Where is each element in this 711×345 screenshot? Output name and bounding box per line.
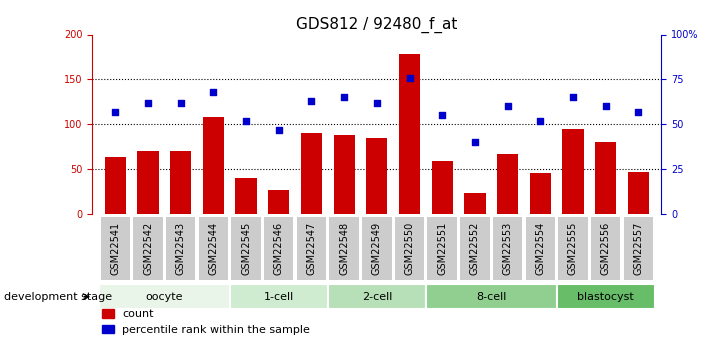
Text: GSM22557: GSM22557 <box>634 222 643 275</box>
Text: GSM22548: GSM22548 <box>339 222 349 275</box>
Point <box>437 112 448 118</box>
Text: development stage: development stage <box>4 292 112 302</box>
Text: GSM22544: GSM22544 <box>208 222 218 275</box>
FancyBboxPatch shape <box>198 217 228 280</box>
Point <box>240 118 252 124</box>
Point <box>175 100 186 106</box>
FancyBboxPatch shape <box>493 217 523 280</box>
FancyBboxPatch shape <box>329 217 359 280</box>
Bar <box>170 151 191 214</box>
FancyBboxPatch shape <box>100 217 130 280</box>
FancyBboxPatch shape <box>427 217 457 280</box>
Bar <box>268 190 289 214</box>
Bar <box>137 151 159 214</box>
Text: blastocyst: blastocyst <box>577 292 634 302</box>
FancyBboxPatch shape <box>133 217 163 280</box>
FancyBboxPatch shape <box>231 217 261 280</box>
Bar <box>203 117 224 214</box>
Title: GDS812 / 92480_f_at: GDS812 / 92480_f_at <box>296 17 457 33</box>
Text: GSM22545: GSM22545 <box>241 222 251 275</box>
Text: GSM22549: GSM22549 <box>372 222 382 275</box>
Text: GSM22555: GSM22555 <box>568 222 578 275</box>
FancyBboxPatch shape <box>362 217 392 280</box>
Point <box>273 127 284 132</box>
Text: GSM22541: GSM22541 <box>110 222 120 275</box>
FancyBboxPatch shape <box>426 284 557 309</box>
FancyBboxPatch shape <box>395 217 424 280</box>
Text: 1-cell: 1-cell <box>264 292 294 302</box>
Point <box>469 139 481 145</box>
FancyBboxPatch shape <box>591 217 621 280</box>
Text: oocyte: oocyte <box>146 292 183 302</box>
Bar <box>464 193 486 214</box>
FancyBboxPatch shape <box>624 217 653 280</box>
Bar <box>562 129 584 214</box>
Text: GSM22550: GSM22550 <box>405 222 415 275</box>
Text: GSM22552: GSM22552 <box>470 222 480 275</box>
FancyBboxPatch shape <box>230 284 328 309</box>
Point <box>600 104 611 109</box>
Bar <box>432 161 453 214</box>
Point <box>404 75 415 80</box>
FancyBboxPatch shape <box>557 284 655 309</box>
Bar <box>497 154 518 214</box>
Point <box>208 89 219 95</box>
FancyBboxPatch shape <box>525 217 555 280</box>
Point <box>535 118 546 124</box>
FancyBboxPatch shape <box>460 217 490 280</box>
FancyBboxPatch shape <box>296 217 326 280</box>
FancyBboxPatch shape <box>558 217 588 280</box>
Bar <box>105 157 126 214</box>
Text: 8-cell: 8-cell <box>476 292 506 302</box>
Point <box>371 100 383 106</box>
Text: GSM22546: GSM22546 <box>274 222 284 275</box>
Text: 2-cell: 2-cell <box>362 292 392 302</box>
Point <box>338 95 350 100</box>
Text: GSM22554: GSM22554 <box>535 222 545 275</box>
Bar <box>301 133 322 214</box>
Text: GSM22553: GSM22553 <box>503 222 513 275</box>
Point <box>567 95 579 100</box>
Bar <box>235 178 257 214</box>
Bar <box>530 172 551 214</box>
Text: GSM22551: GSM22551 <box>437 222 447 275</box>
Point <box>109 109 121 115</box>
Point <box>142 100 154 106</box>
FancyBboxPatch shape <box>328 284 426 309</box>
FancyBboxPatch shape <box>166 217 196 280</box>
Text: GSM22547: GSM22547 <box>306 222 316 275</box>
Point <box>502 104 513 109</box>
Text: GSM22543: GSM22543 <box>176 222 186 275</box>
Text: GSM22556: GSM22556 <box>601 222 611 275</box>
Bar <box>628 172 649 214</box>
Bar <box>399 54 420 214</box>
Point <box>306 98 317 104</box>
FancyBboxPatch shape <box>264 217 294 280</box>
Bar <box>333 135 355 214</box>
Legend: count, percentile rank within the sample: count, percentile rank within the sample <box>98 305 315 339</box>
Point <box>633 109 644 115</box>
Bar <box>366 138 387 214</box>
Bar <box>595 142 616 214</box>
FancyBboxPatch shape <box>99 284 230 309</box>
Text: GSM22542: GSM22542 <box>143 222 153 275</box>
